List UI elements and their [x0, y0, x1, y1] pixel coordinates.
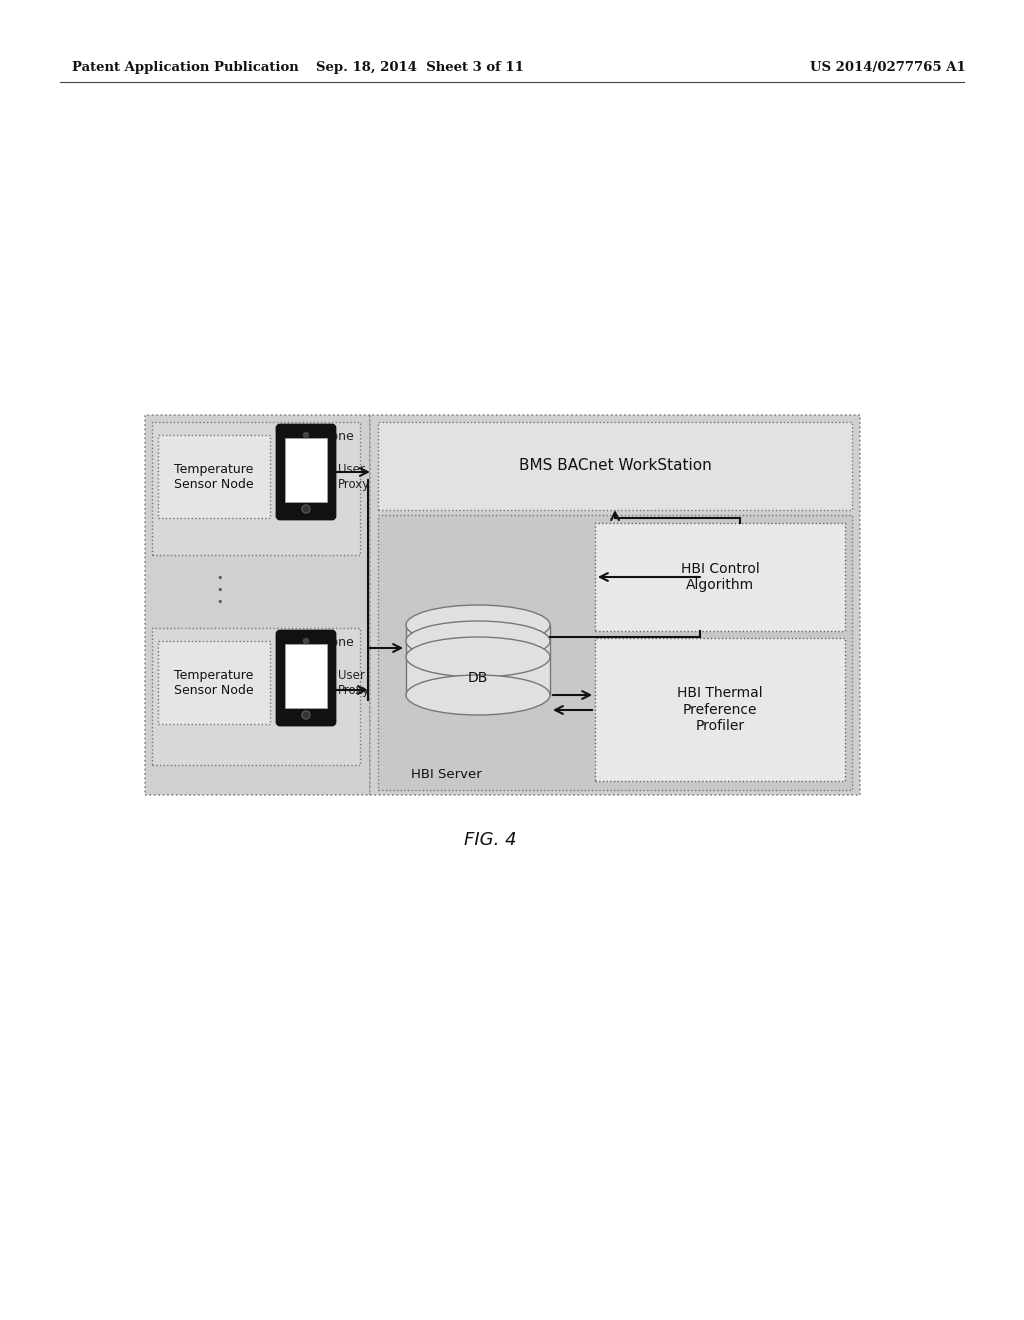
- Bar: [378, 422, 852, 510]
- Text: •: •: [217, 573, 223, 583]
- Text: •: •: [217, 597, 223, 607]
- Text: User
Proxy: User Proxy: [338, 669, 371, 697]
- Bar: [595, 523, 845, 631]
- Bar: [370, 414, 860, 795]
- Bar: [158, 436, 270, 517]
- Text: Zone: Zone: [323, 635, 354, 648]
- Bar: [406, 624, 550, 696]
- Text: BMS BACnet WorkStation: BMS BACnet WorkStation: [518, 458, 712, 474]
- Circle shape: [303, 432, 309, 438]
- Text: Patent Application Publication: Patent Application Publication: [72, 62, 299, 74]
- FancyBboxPatch shape: [278, 631, 335, 725]
- Text: Temperature
Sensor Node: Temperature Sensor Node: [174, 668, 254, 697]
- Circle shape: [302, 506, 310, 513]
- FancyBboxPatch shape: [278, 425, 335, 519]
- Bar: [145, 414, 370, 795]
- Text: Sep. 18, 2014  Sheet 3 of 11: Sep. 18, 2014 Sheet 3 of 11: [316, 62, 524, 74]
- Ellipse shape: [406, 620, 550, 661]
- Bar: [152, 422, 360, 554]
- Text: HBI Thermal
Preference
Profiler: HBI Thermal Preference Profiler: [677, 686, 763, 733]
- Bar: [152, 628, 360, 766]
- Bar: [378, 515, 852, 789]
- Ellipse shape: [406, 638, 550, 677]
- Text: FIG. 4: FIG. 4: [464, 832, 516, 849]
- Text: Zone: Zone: [323, 429, 354, 442]
- Text: HBI Control
Algorithm: HBI Control Algorithm: [681, 562, 760, 593]
- Text: Temperature
Sensor Node: Temperature Sensor Node: [174, 462, 254, 491]
- Text: HBI Server: HBI Server: [411, 767, 481, 780]
- Text: US 2014/0277765 A1: US 2014/0277765 A1: [810, 62, 966, 74]
- Circle shape: [302, 711, 310, 719]
- Circle shape: [303, 638, 309, 644]
- Bar: [285, 644, 327, 708]
- Text: •: •: [217, 585, 223, 595]
- Bar: [285, 438, 327, 502]
- Bar: [158, 642, 270, 723]
- Bar: [595, 638, 845, 781]
- Text: User
Proxy: User Proxy: [338, 463, 371, 491]
- Ellipse shape: [406, 605, 550, 645]
- Text: DB: DB: [468, 671, 488, 685]
- Ellipse shape: [406, 675, 550, 715]
